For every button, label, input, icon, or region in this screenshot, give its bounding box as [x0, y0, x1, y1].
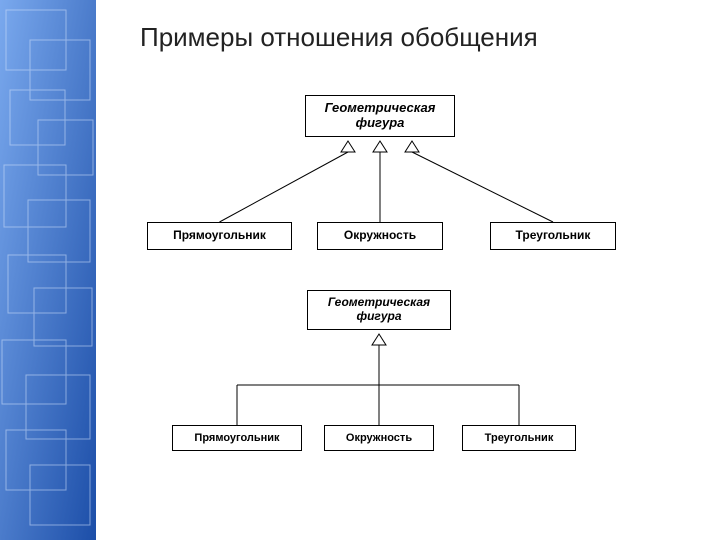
b-child-box-0-label: Прямоугольник [194, 432, 279, 445]
b-child-box-1-label: Окружность [346, 432, 412, 445]
a-child-box-1: Окружность [317, 222, 443, 250]
a-child-box-2-label: Треугольник [516, 229, 591, 243]
b-parent-box-label: Геометрическая фигура [328, 296, 430, 324]
a-child-box-2: Треугольник [490, 222, 616, 250]
a-child-box-1-label: Окружность [344, 229, 416, 243]
b-child-box-0: Прямоугольник [172, 425, 302, 451]
b-child-box-2: Треугольник [462, 425, 576, 451]
diagram-canvas: Геометрическая фигура Прямоугольник Окружн… [0, 0, 720, 540]
b-child-box-1: Окружность [324, 425, 434, 451]
b-parent-box: Геометрическая фигура [307, 290, 451, 330]
a-child-box-0: Прямоугольник [147, 222, 292, 250]
a-child-box-0-label: Прямоугольник [173, 229, 266, 243]
a-parent-box-label: Геометрическая фигура [325, 101, 436, 131]
a-parent-box: Геометрическая фигура [305, 95, 455, 137]
diagram-lines [0, 0, 720, 540]
b-child-box-2-label: Треугольник [485, 432, 554, 445]
